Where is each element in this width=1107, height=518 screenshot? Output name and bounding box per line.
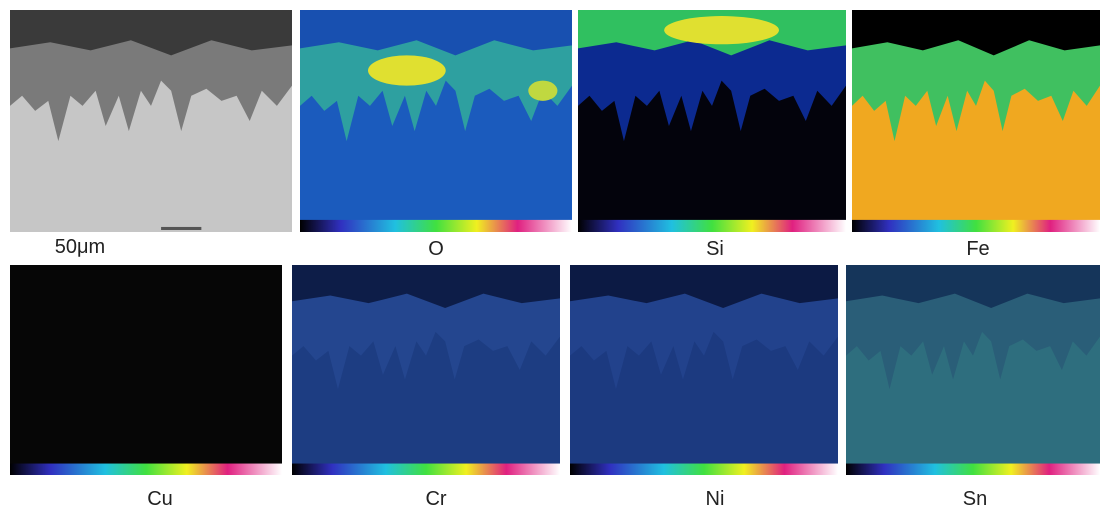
sem-image bbox=[10, 10, 292, 232]
cr-map bbox=[292, 265, 560, 475]
ni-map bbox=[570, 265, 838, 475]
figure: 50μm O Si Fe Cu Cr Ni Sn (() => { const … bbox=[0, 0, 1107, 518]
element-label: Fe bbox=[918, 238, 1038, 261]
element-label: Sn bbox=[915, 488, 1035, 511]
sn-map bbox=[846, 265, 1100, 475]
element-label: O bbox=[376, 238, 496, 261]
o-map bbox=[300, 10, 572, 232]
scale-label: 50μm bbox=[20, 236, 140, 259]
element-label: Ni bbox=[655, 488, 775, 511]
element-label: Cu bbox=[100, 488, 220, 511]
element-label: Cr bbox=[376, 488, 496, 511]
fe-map bbox=[852, 10, 1100, 232]
si-map bbox=[578, 10, 846, 232]
cu-map bbox=[10, 265, 282, 475]
element-label: Si bbox=[655, 238, 775, 261]
